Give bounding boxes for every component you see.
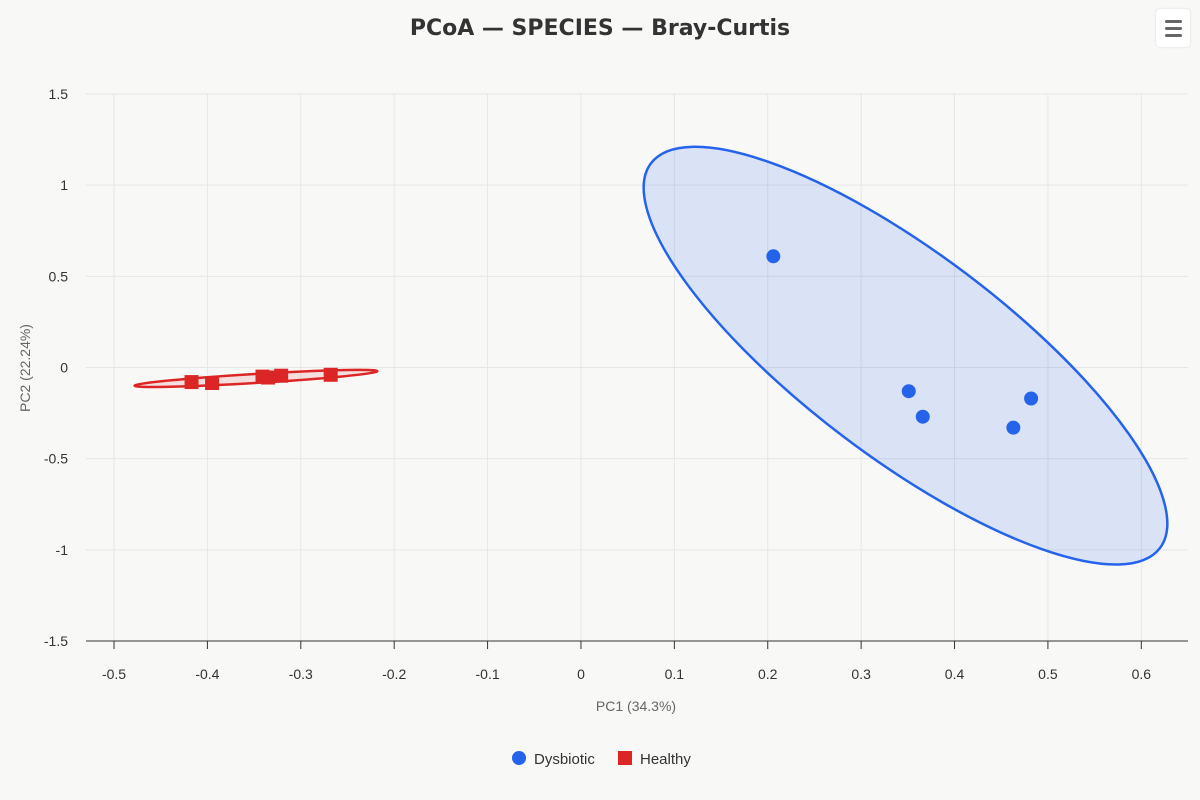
legend-circle-icon: [512, 751, 526, 765]
data-points: [184, 249, 1039, 435]
x-tick-label: 0.1: [665, 666, 685, 682]
dysbiotic-point: [901, 384, 916, 399]
x-tick-label: -0.3: [289, 666, 313, 682]
x-tick-label: 0: [577, 666, 585, 682]
healthy-point: [274, 368, 289, 383]
x-tick-label: -0.2: [382, 666, 406, 682]
x-tick-label: -0.5: [102, 666, 126, 682]
x-tick-label: 0.6: [1132, 666, 1152, 682]
healthy-point: [205, 375, 220, 390]
dysbiotic-point: [1024, 391, 1039, 406]
legend: Dysbiotic Healthy: [512, 751, 691, 768]
x-tick-label: -0.4: [195, 666, 219, 682]
y-tick-label: -0.5: [44, 451, 68, 467]
x-tick-label: 0.3: [851, 666, 871, 682]
y-axis-title: PC2 (22.24%): [17, 324, 33, 412]
x-tick-label: -0.1: [476, 666, 500, 682]
dysbiotic-confidence-ellipse: [642, 145, 1169, 566]
y-tick-label: 1.5: [49, 86, 69, 102]
y-tick-label: -1: [56, 542, 69, 558]
healthy-point: [323, 367, 338, 382]
x-tick-label: 0.2: [758, 666, 778, 682]
legend-label-dysbiotic: Dysbiotic: [534, 751, 595, 768]
hamburger-menu-icon[interactable]: [1156, 9, 1190, 47]
x-tick-label: 0.4: [945, 666, 965, 682]
x-axis-title: PC1 (34.3%): [596, 698, 676, 714]
dysbiotic-point: [1006, 420, 1021, 435]
dysbiotic-point: [915, 409, 930, 424]
chart-title: PCoA — SPECIES — Bray-Curtis: [410, 16, 790, 41]
healthy-point: [261, 370, 276, 385]
grid: [86, 93, 1188, 642]
confidence-ellipses: [133, 145, 1169, 566]
healthy-point: [184, 375, 199, 390]
y-tick-label: 1: [60, 177, 68, 193]
y-tick-label: -1.5: [44, 633, 68, 649]
dysbiotic-point: [766, 249, 781, 264]
y-tick-label: 0: [60, 360, 68, 376]
legend-label-healthy: Healthy: [640, 751, 691, 768]
axes: -0.5 -0.4 -0.3 -0.2 -0.1 0 0.1 0.2 0.3 0.4 0.5 0.6 1…: [44, 86, 1188, 682]
legend-square-icon: [618, 751, 632, 765]
x-tick-label: 0.5: [1038, 666, 1058, 682]
y-tick-label: 0.5: [49, 268, 69, 284]
